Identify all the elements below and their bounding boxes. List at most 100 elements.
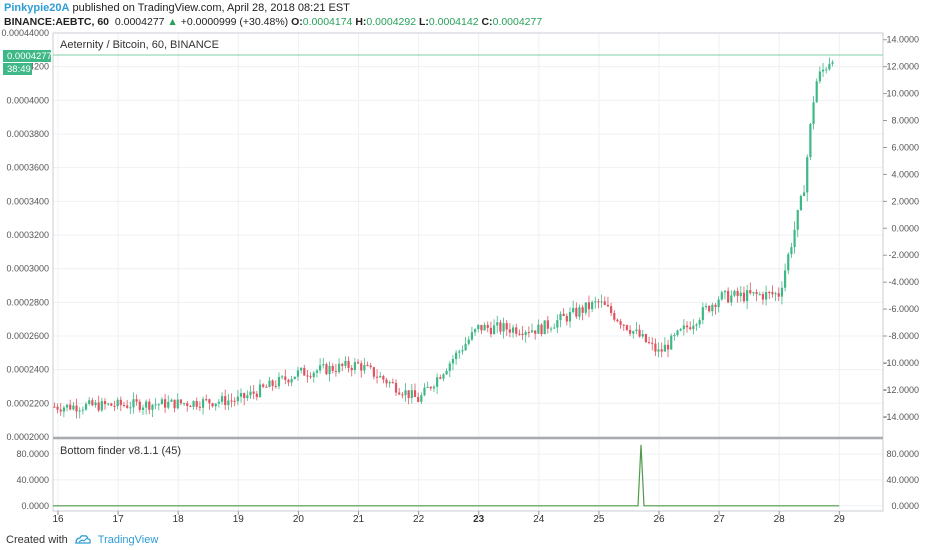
candle-up [746,290,749,302]
candle-down [429,386,432,389]
candle-up [806,157,809,193]
candle-down [489,327,493,334]
candle-up [578,307,581,317]
candle-up [236,396,239,402]
candle-up [132,399,135,408]
symbol-legend: BINANCE:AEBTC, 60 0.0004277 ▲ +0.0000999… [4,16,542,28]
candle-up [679,329,682,331]
candle-up [828,63,831,70]
percent-axis-right[interactable]: 14.0000 12.0000 10.0000 8.0000 6.0000 4.0000 2… [883,35,919,422]
y-tick-label: 0.0003200 [6,230,49,240]
candle-up [328,365,331,375]
candle-up [217,401,220,404]
x-tick-label: 25 [593,514,605,525]
y2-tick-label: -2.0000 [888,250,919,260]
x-tick-label: 24 [533,514,545,525]
x-tick-label: 26 [653,514,665,525]
candle-up [530,330,534,333]
sub-y2-tick-label: 0.0000 [891,501,919,511]
candle-down [777,293,780,297]
candle-down [103,401,107,405]
x-tick-label: 20 [293,514,305,525]
candle-up [549,328,553,330]
candle-up [543,320,546,335]
candle-up [116,399,119,407]
candle-down [369,365,372,368]
sub-y2-tick-label: 40.0000 [886,475,919,485]
candle-down [113,405,116,407]
candle-up [249,391,252,396]
candle-down [252,391,255,394]
candle-up [483,324,486,331]
tradingview-link[interactable]: TradingView [97,534,159,546]
candle-down [122,404,126,406]
candle-down [749,290,752,294]
candle-down [56,406,59,410]
footer: Created with TradingView [6,534,158,546]
candle-up [673,335,676,337]
candle-up [404,390,407,396]
candle-up [81,409,84,411]
price-tag [3,50,51,62]
x-tick-label: 28 [774,514,786,525]
candle-up [723,290,727,293]
candle-up [809,123,812,158]
candle-up [730,295,733,303]
candle-down [224,396,227,406]
candle-up [796,209,799,230]
candle-up [445,370,448,375]
candle-up [758,294,761,296]
candle-down [565,316,568,322]
candle-down [198,406,201,408]
open-value: 0.0004174 [302,16,353,28]
y2-tick-label: 14.0000 [886,35,919,45]
candle-up [420,395,423,402]
candle-up [701,307,704,321]
author-link[interactable]: Pinkypie20A [4,2,70,14]
candle-up [227,400,230,406]
low-label: L: [418,16,429,28]
candle-down [761,294,765,300]
price-axis-left[interactable]: 0.000440000.00042000.00040000.00038000.0… [1,28,49,442]
candle-up [556,320,559,328]
y-tick-label: 0.0002000 [6,432,49,442]
y2-tick-label: 12.0000 [886,62,919,72]
candle-up [473,329,477,333]
candle-up [752,292,755,294]
candle-down [616,319,619,322]
candle-down [356,362,360,364]
candle-down [265,386,268,388]
candle-down [518,333,521,335]
time-axis[interactable]: 16 17 18 19 20 21 22 23 24 25 26 27 28 29 [52,511,845,525]
candle-down [243,393,246,399]
candle-down [398,392,401,395]
candle-up [160,399,164,405]
candle-down [394,382,398,393]
y2-tick-label: -6.0000 [888,304,919,314]
candle-up [192,401,195,407]
candle-up [72,405,75,410]
candle-up [765,291,768,300]
candle-up [436,377,439,387]
candle-up [258,384,262,397]
candle-down [334,370,338,372]
candle-down [211,403,214,407]
open-label: O: [291,16,303,28]
candle-up [572,307,575,313]
price-change: +0.0000999 (+30.48%) [180,16,289,28]
candle-down [341,363,344,366]
candle-down [287,379,290,383]
candle-up [461,350,464,352]
candle-up [277,376,281,387]
candle-down [97,402,100,411]
close-label: C: [481,16,493,28]
candle-series [53,57,834,419]
candle-down [407,390,410,399]
publish-header: Pinkypie20A published on TradingView.com… [4,2,350,14]
candle-down [309,376,312,378]
candle-down [366,365,369,367]
candle-up [293,376,296,380]
y2-tick-label: -4.0000 [888,277,919,287]
candle-down [195,401,198,407]
